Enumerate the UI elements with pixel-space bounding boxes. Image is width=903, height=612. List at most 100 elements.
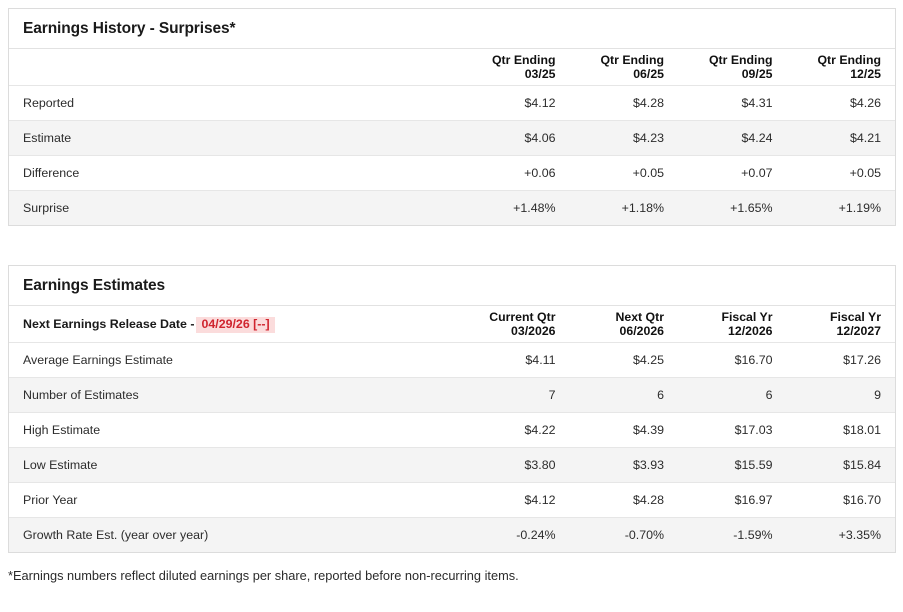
table-row: Difference +0.06 +0.05 +0.07 +0.05	[9, 155, 895, 191]
row-value: $17.03	[678, 412, 787, 448]
row-value: $4.31	[678, 85, 787, 121]
table-header-row: Qtr Ending 03/25 Qtr Ending 06/25 Qtr En…	[9, 49, 895, 86]
header-col-4-line2: 12/2027	[836, 323, 881, 338]
row-value: $18.01	[786, 412, 895, 448]
row-value: $15.59	[678, 447, 787, 483]
row-label: Surprise	[9, 190, 461, 225]
row-label: Low Estimate	[9, 447, 461, 483]
table-row: High Estimate $4.22 $4.39 $17.03 $18.01	[9, 412, 895, 448]
row-value: $4.11	[461, 342, 570, 378]
row-value: $17.26	[786, 342, 895, 378]
header-col-2-line2: 06/25	[633, 66, 664, 81]
row-value: $4.12	[461, 85, 570, 121]
row-value: $16.97	[678, 482, 787, 518]
table-row: Growth Rate Est. (year over year) -0.24%…	[9, 517, 895, 552]
row-value: -0.24%	[461, 517, 570, 552]
header-col-3-line1: Fiscal Yr	[721, 310, 773, 325]
table-row: Low Estimate $3.80 $3.93 $15.59 $15.84	[9, 447, 895, 483]
table-row: Surprise +1.48% +1.18% +1.65% +1.19%	[9, 190, 895, 225]
earnings-estimates-body: Average Earnings Estimate $4.11 $4.25 $1…	[9, 342, 895, 552]
header-col-3-line2: 12/2026	[728, 323, 773, 338]
table-row: Prior Year $4.12 $4.28 $16.97 $16.70	[9, 482, 895, 518]
row-value: $4.39	[569, 412, 678, 448]
header-col-1-line1: Qtr Ending	[491, 53, 556, 68]
header-col-2-line1: Next Qtr	[615, 310, 664, 325]
row-label: Reported	[9, 85, 461, 121]
header-col-1-line2: 03/2026	[511, 323, 556, 338]
row-label: Difference	[9, 155, 461, 191]
earnings-history-table: Qtr Ending 03/25 Qtr Ending 06/25 Qtr En…	[9, 49, 895, 225]
row-value: +0.05	[569, 155, 678, 191]
row-value: $3.93	[569, 447, 678, 483]
header-row-label	[9, 49, 461, 86]
header-col-4-line1: Fiscal Yr	[829, 310, 881, 325]
earnings-history-panel: Earnings History - Surprises* Qtr Ending…	[8, 8, 896, 226]
row-label: Average Earnings Estimate	[9, 342, 461, 378]
header-col-2-line1: Qtr Ending	[600, 53, 664, 68]
next-earnings-release-label: Next Earnings Release Date -	[23, 316, 195, 331]
earnings-history-header: Qtr Ending 03/25 Qtr Ending 06/25 Qtr En…	[9, 49, 895, 86]
row-value: $4.26	[786, 85, 895, 121]
row-value: $4.23	[569, 120, 678, 156]
row-value: 6	[678, 377, 787, 413]
row-value: +1.65%	[678, 190, 787, 225]
row-value: +1.48%	[461, 190, 570, 225]
header-col-4-line1: Qtr Ending	[817, 53, 881, 68]
header-col-2: Next Qtr 06/2026	[569, 306, 678, 343]
next-earnings-release-cell: Next Earnings Release Date -04/29/26 [--…	[9, 306, 461, 343]
earnings-history-body: Reported $4.12 $4.28 $4.31 $4.26 Estimat…	[9, 85, 895, 225]
earnings-estimates-table: Next Earnings Release Date -04/29/26 [--…	[9, 306, 895, 552]
row-value: 9	[786, 377, 895, 413]
row-value: -0.70%	[569, 517, 678, 552]
header-col-1: Qtr Ending 03/25	[461, 49, 570, 86]
earnings-estimates-title: Earnings Estimates	[9, 266, 895, 306]
header-col-1-line2: 03/25	[524, 66, 556, 81]
row-label: High Estimate	[9, 412, 461, 448]
next-earnings-release-date-badge[interactable]: 04/29/26 [--]	[196, 316, 275, 333]
header-col-2-line2: 06/2026	[619, 323, 664, 338]
table-row: Estimate $4.06 $4.23 $4.24 $4.21	[9, 120, 895, 156]
row-value: $4.06	[461, 120, 570, 156]
row-value: -1.59%	[678, 517, 787, 552]
row-value: $4.28	[569, 482, 678, 518]
header-col-4: Fiscal Yr 12/2027	[786, 306, 895, 343]
header-col-1: Current Qtr 03/2026	[461, 306, 570, 343]
header-col-3: Fiscal Yr 12/2026	[678, 306, 787, 343]
row-value: +1.18%	[569, 190, 678, 225]
row-label: Estimate	[9, 120, 461, 156]
header-col-3: Qtr Ending 09/25	[678, 49, 787, 86]
row-value: $16.70	[678, 342, 787, 378]
table-row: Number of Estimates 7 6 6 9	[9, 377, 895, 413]
row-value: $4.21	[786, 120, 895, 156]
header-col-3-line2: 09/25	[741, 66, 773, 81]
header-col-1-line1: Current Qtr	[489, 310, 556, 325]
row-value: +0.06	[461, 155, 570, 191]
row-value: +3.35%	[786, 517, 895, 552]
row-label: Number of Estimates	[9, 377, 461, 413]
earnings-history-title: Earnings History - Surprises*	[9, 9, 895, 49]
table-row: Average Earnings Estimate $4.11 $4.25 $1…	[9, 342, 895, 378]
row-value: $3.80	[461, 447, 570, 483]
row-value: $4.24	[678, 120, 787, 156]
row-value: +0.05	[786, 155, 895, 191]
row-value: $15.84	[786, 447, 895, 483]
earnings-estimates-header: Next Earnings Release Date -04/29/26 [--…	[9, 306, 895, 343]
row-value: $4.28	[569, 85, 678, 121]
row-value: $16.70	[786, 482, 895, 518]
table-row: Reported $4.12 $4.28 $4.31 $4.26	[9, 85, 895, 121]
row-value: $4.12	[461, 482, 570, 518]
footnote-text: *Earnings numbers reflect diluted earnin…	[8, 568, 519, 583]
earnings-estimates-panel: Earnings Estimates Next Earnings Release…	[8, 265, 896, 553]
row-value: +1.19%	[786, 190, 895, 225]
row-label: Prior Year	[9, 482, 461, 518]
header-col-4-line2: 12/25	[850, 66, 881, 81]
row-label: Growth Rate Est. (year over year)	[9, 517, 461, 552]
row-value: $4.22	[461, 412, 570, 448]
table-header-row: Next Earnings Release Date -04/29/26 [--…	[9, 306, 895, 343]
header-col-3-line1: Qtr Ending	[708, 53, 773, 68]
header-col-4: Qtr Ending 12/25	[786, 49, 895, 86]
row-value: 7	[461, 377, 570, 413]
row-value: $4.25	[569, 342, 678, 378]
row-value: 6	[569, 377, 678, 413]
